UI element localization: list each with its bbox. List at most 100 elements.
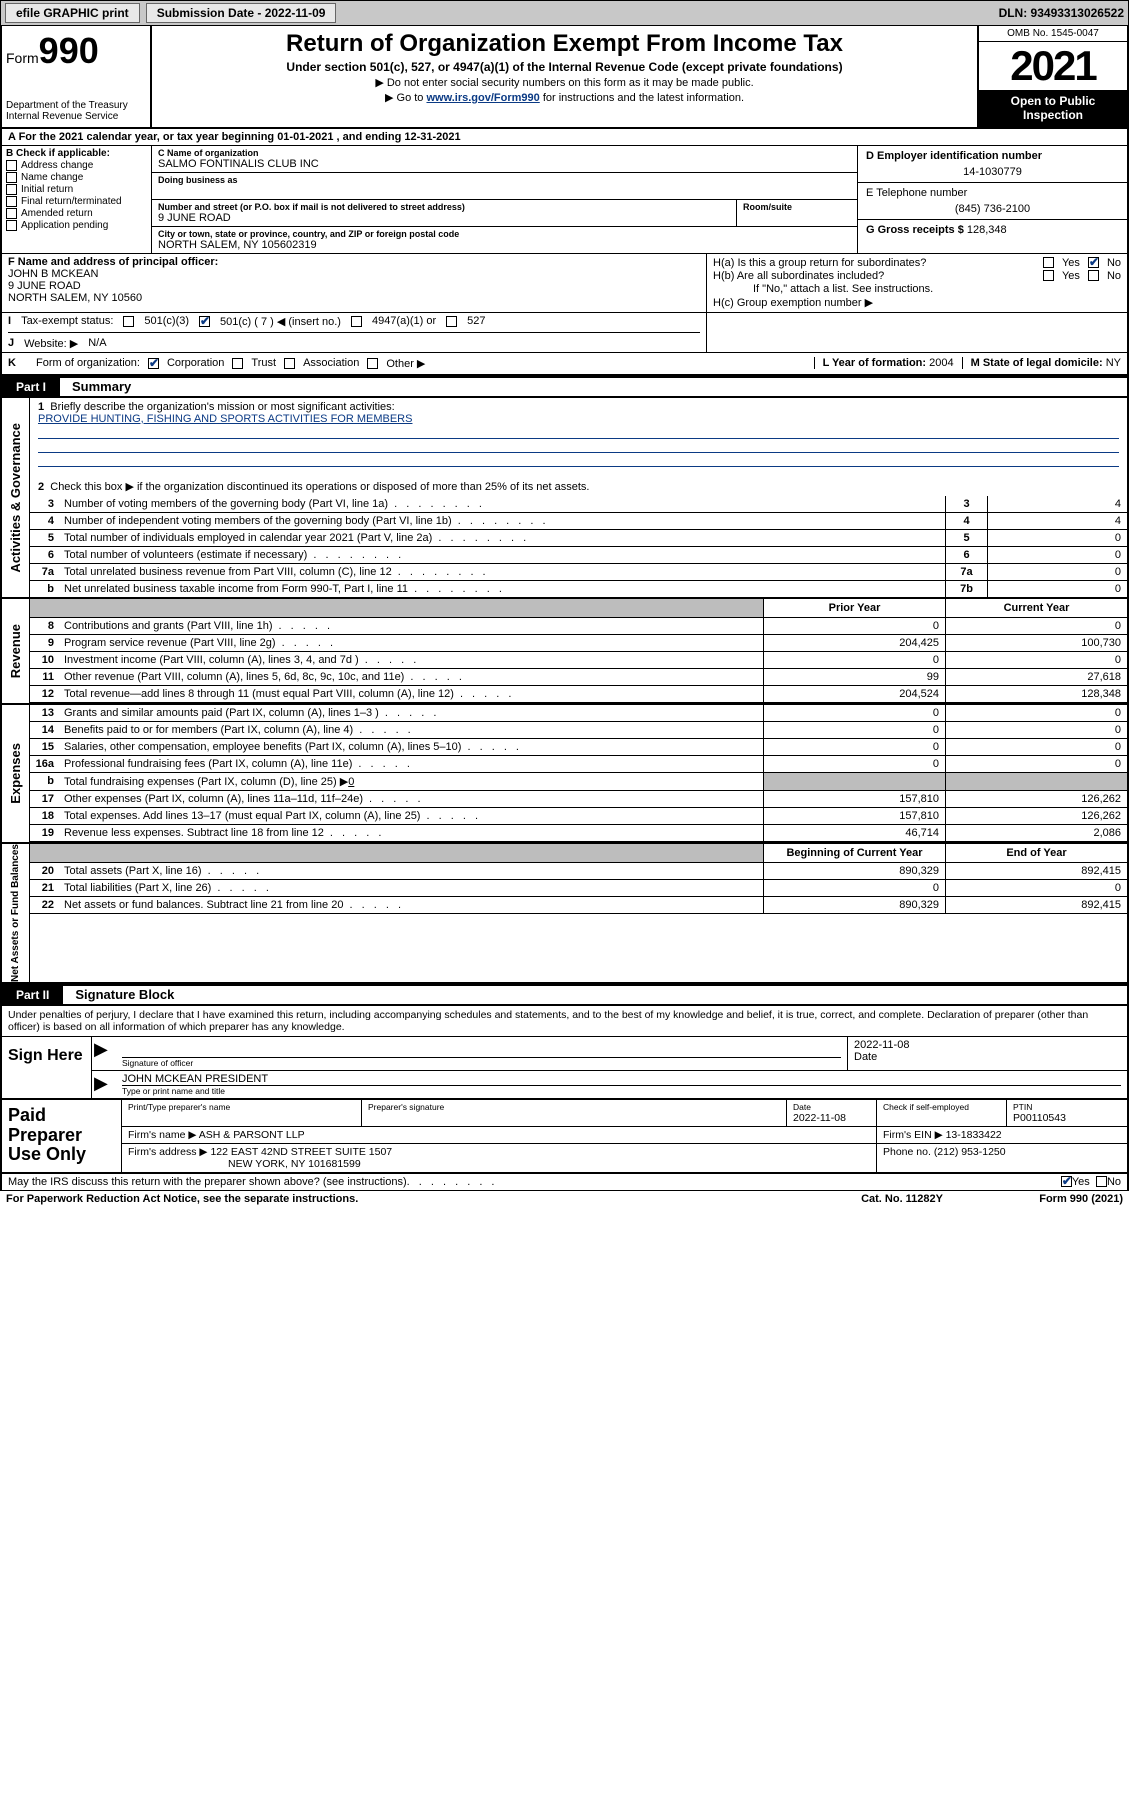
table-row: 21Total liabilities (Part X, line 26) . …	[30, 880, 1127, 897]
line-num: 9	[30, 635, 60, 651]
form-num: 990	[39, 30, 99, 71]
line-num: 19	[30, 825, 60, 841]
checkbox-icon[interactable]	[351, 316, 362, 327]
i-opt2: 501(c) ( 7 ) ◀ (insert no.)	[220, 315, 341, 328]
j-label: J	[8, 337, 14, 349]
k-opt2: Trust	[251, 357, 276, 369]
checkbox-icon[interactable]	[1088, 257, 1099, 268]
line-num: 13	[30, 705, 60, 721]
m-value: NY	[1106, 357, 1121, 369]
line-num: b	[30, 581, 60, 597]
irs-link[interactable]: www.irs.gov/Form990	[426, 92, 539, 104]
f-label: F Name and address of principal officer:	[8, 256, 700, 268]
checkbox-icon[interactable]	[6, 196, 17, 207]
checkbox-icon[interactable]	[6, 208, 17, 219]
rev-sidebar: Revenue	[2, 599, 30, 703]
chk-initial-return[interactable]: Initial return	[6, 184, 147, 195]
prior-value: 0	[763, 880, 945, 896]
prep-date-label: Date	[793, 1102, 870, 1112]
checkbox-icon[interactable]	[199, 316, 210, 327]
current-year-hd: Current Year	[945, 599, 1127, 617]
current-value: 892,415	[945, 897, 1127, 913]
checkbox-icon[interactable]	[123, 316, 134, 327]
checkbox-icon[interactable]	[1088, 270, 1099, 281]
table-row: 10Investment income (Part VIII, column (…	[30, 652, 1127, 669]
table-row: 12Total revenue—add lines 8 through 11 (…	[30, 686, 1127, 703]
checkbox-icon[interactable]	[6, 220, 17, 231]
line-num: 21	[30, 880, 60, 896]
line-16b: b Total fundraising expenses (Part IX, c…	[30, 773, 1127, 791]
m-block: M State of legal domicile: NY	[962, 357, 1121, 369]
exp-section: Expenses 13Grants and similar amounts pa…	[0, 705, 1129, 844]
line-box: 3	[945, 496, 987, 512]
checkbox-icon[interactable]	[232, 358, 243, 369]
submission-date-button[interactable]: Submission Date - 2022-11-09	[146, 3, 337, 23]
link-post: for instructions and the latest informat…	[540, 92, 744, 104]
line-value: 0	[987, 581, 1127, 597]
revenue-section: Revenue Prior Year Current Year 8Contrib…	[0, 599, 1129, 705]
l-block: L Year of formation: 2004	[814, 357, 954, 369]
current-value: 0	[945, 618, 1127, 634]
checkbox-icon[interactable]	[284, 358, 295, 369]
form-number: Form990	[6, 30, 146, 72]
chk-label: Final return/terminated	[21, 196, 122, 207]
current-value: 0	[945, 722, 1127, 738]
checkbox-icon[interactable]	[1043, 257, 1054, 268]
prep-row-3: Firm's address ▶ 122 EAST 42ND STREET SU…	[122, 1144, 1127, 1172]
checkbox-icon[interactable]	[6, 160, 17, 171]
line-desc: Net unrelated business taxable income fr…	[60, 581, 945, 597]
curr-cell-gr	[945, 773, 1127, 790]
chk-name-change[interactable]: Name change	[6, 172, 147, 183]
line-desc: Total number of individuals employed in …	[60, 530, 945, 546]
table-row: 16aProfessional fundraising fees (Part I…	[30, 756, 1127, 773]
table-row: 15Salaries, other compensation, employee…	[30, 739, 1127, 756]
tax-year: 2021	[979, 42, 1127, 90]
firm-addr-value1: 122 EAST 42ND STREET SUITE 1507	[210, 1146, 392, 1158]
efile-button[interactable]: efile GRAPHIC print	[5, 3, 140, 23]
prep-sig-label: Preparer's signature	[368, 1102, 780, 1112]
yrhd-spacer	[30, 599, 763, 617]
line-1-text: Briefly describe the organization's miss…	[50, 401, 394, 413]
firm-ein-value: 13-1833422	[946, 1129, 1002, 1141]
ein-cell: D Employer identification number 14-1030…	[857, 146, 1127, 183]
sig-row-2: ▶ JOHN MCKEAN PRESIDENT Type or print na…	[92, 1071, 1127, 1098]
line-value: 0	[987, 547, 1127, 563]
na-prior-hd: Beginning of Current Year	[763, 844, 945, 862]
footer-left: For Paperwork Reduction Act Notice, see …	[6, 1193, 861, 1205]
no-label: No	[1107, 1176, 1121, 1188]
part-i-title: Summary	[60, 379, 131, 394]
chk-application-pending[interactable]: Application pending	[6, 220, 147, 231]
h-b-note: If "No," attach a list. See instructions…	[753, 283, 933, 295]
exp-sidebar: Expenses	[2, 705, 30, 842]
current-value: 126,262	[945, 791, 1127, 807]
open-inspection-badge: Open to Public Inspection	[979, 90, 1127, 127]
line-num: 18	[30, 808, 60, 824]
checkbox-icon[interactable]	[6, 184, 17, 195]
checkbox-icon[interactable]	[1096, 1176, 1107, 1187]
sig-name-label: Type or print name and title	[122, 1085, 1121, 1096]
officer-name: JOHN B MCKEAN	[8, 268, 700, 280]
table-row: 5Total number of individuals employed in…	[30, 530, 1127, 547]
checkbox-icon[interactable]	[446, 316, 457, 327]
current-value: 892,415	[945, 863, 1127, 879]
line-num: 16a	[30, 756, 60, 772]
b-heading: B Check if applicable:	[6, 148, 147, 159]
exp-body: 13Grants and similar amounts paid (Part …	[30, 705, 1127, 842]
chk-amended-return[interactable]: Amended return	[6, 208, 147, 219]
prior-value: 204,524	[763, 686, 945, 702]
yes-label: Yes	[1062, 257, 1080, 269]
checkbox-icon[interactable]	[6, 172, 17, 183]
checkbox-icon[interactable]	[1043, 270, 1054, 281]
firm-addr-cell: Firm's address ▶ 122 EAST 42ND STREET SU…	[122, 1144, 877, 1172]
line-desc: Salaries, other compensation, employee b…	[60, 739, 763, 755]
firm-phone-label: Phone no.	[883, 1146, 931, 1158]
checkbox-icon[interactable]	[148, 358, 159, 369]
mission-rule	[38, 453, 1119, 467]
chk-final-return[interactable]: Final return/terminated	[6, 196, 147, 207]
chk-address-change[interactable]: Address change	[6, 160, 147, 171]
footer-mid: Cat. No. 11282Y	[861, 1193, 943, 1205]
h-a-text: H(a) Is this a group return for subordin…	[713, 257, 926, 269]
prior-value: 0	[763, 705, 945, 721]
checkbox-icon[interactable]	[1061, 1176, 1072, 1187]
checkbox-icon[interactable]	[367, 358, 378, 369]
